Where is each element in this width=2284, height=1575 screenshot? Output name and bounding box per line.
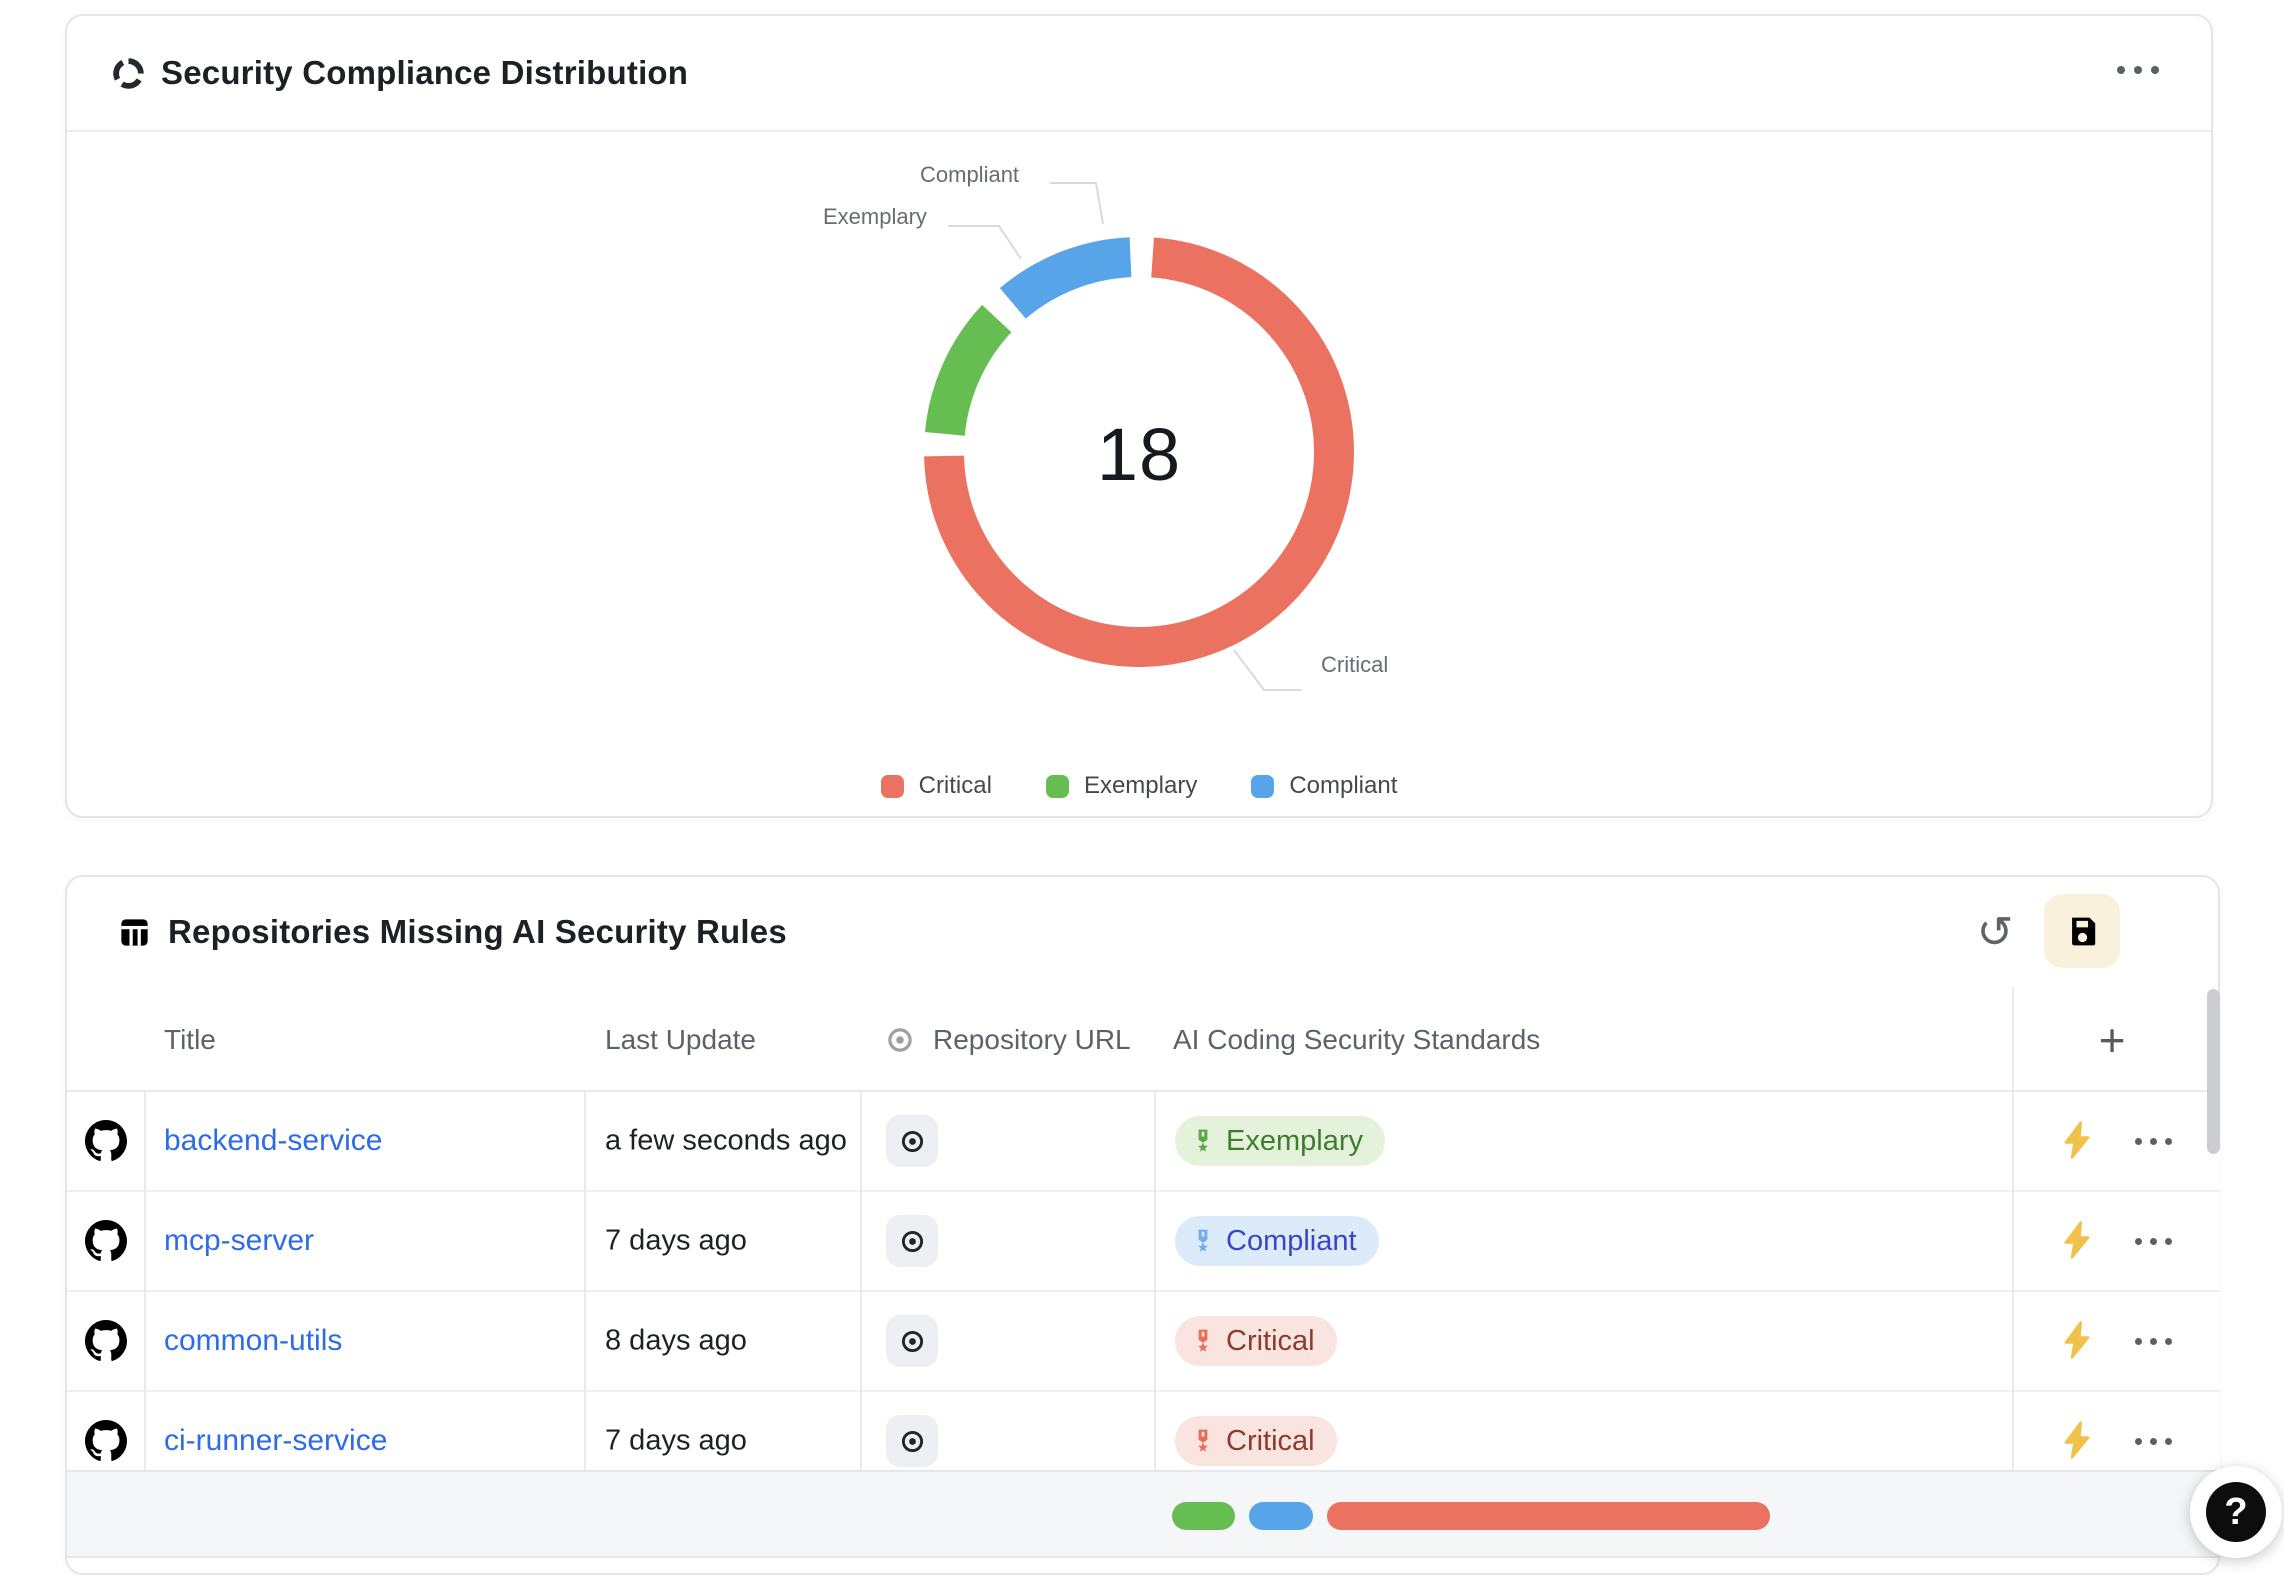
ellipsis-icon [2117,66,2125,74]
table-icon [117,915,152,950]
target-icon [899,1228,926,1255]
target-icon [899,1328,926,1355]
table-row: mcp-server 7 days ago Compliant [67,1192,2220,1292]
row-menu-button[interactable] [2123,1121,2183,1161]
automation-button[interactable] [2055,1119,2099,1163]
ellipsis-icon [2134,1437,2142,1445]
compliant-leader-line [1050,182,1104,225]
chart-legend: Critical Exemplary Compliant [67,772,2211,800]
table-header-row: Title Last Update Repository URL AI Codi… [67,987,2220,1092]
column-header-standards[interactable]: AI Coding Security Standards [1173,1023,1541,1055]
donut-segment-exemplary[interactable] [924,304,1012,437]
row-menu-button[interactable] [2123,1321,2183,1361]
standard-badge: Exemplary [1175,1116,1385,1166]
target-icon [899,1128,926,1155]
summary-bar-exemplary [1172,1502,1236,1530]
standard-badge-label: Compliant [1226,1224,1357,1257]
critical-leader-line [1233,649,1302,691]
compliance-card-title: Security Compliance Distribution [161,54,689,91]
target-icon [885,987,915,1092]
repo-title-link[interactable]: backend-service [164,1124,383,1157]
callout-exemplary: Exemplary [823,204,927,229]
exemplary-leader-line [948,225,1022,260]
github-icon [85,1220,127,1262]
callout-compliant: Compliant [920,162,1020,187]
repo-title-link[interactable]: ci-runner-service [164,1424,388,1457]
last-update-text: 7 days ago [605,1224,747,1257]
repo-title-link[interactable]: mcp-server [164,1224,315,1257]
donut-chart-icon [112,57,145,90]
repo-title-link[interactable]: common-utils [164,1324,343,1357]
repos-card-header: Repositories Missing AI Security Rules ↺ [67,877,2218,987]
standard-badge-label: Exemplary [1226,1124,1363,1157]
table-row: backend-service a few seconds ago Exempl… [67,1092,2220,1192]
automation-button[interactable] [2055,1419,2099,1463]
callout-critical: Critical [1321,652,1389,677]
table-body: backend-service a few seconds ago Exempl… [67,1092,2220,1492]
save-button[interactable] [2044,894,2120,968]
target-icon [899,1428,926,1455]
row-menu-button[interactable] [2123,1421,2183,1461]
github-icon [85,1120,127,1162]
donut-segment-critical[interactable] [924,237,1354,667]
card-menu-button[interactable] [2109,58,2167,82]
legend-swatch-exemplary [1045,774,1069,798]
column-header-last-update[interactable]: Last Update [605,1023,756,1055]
compliance-chart-card: Security Compliance Distribution Complia… [65,14,2213,818]
repository-url-button[interactable] [886,1115,938,1167]
column-header-title[interactable]: Title [164,1023,216,1055]
medal-icon [1190,1228,1216,1254]
repository-url-button[interactable] [886,1315,938,1367]
table-row: common-utils 8 days ago Critical [67,1292,2220,1392]
last-update-text: 8 days ago [605,1324,747,1357]
vertical-scrollbar[interactable] [2207,989,2220,1154]
standard-badge: Compliant [1175,1216,1379,1266]
repository-url-button[interactable] [886,1415,938,1467]
lightning-bolt-icon [2057,1220,2097,1260]
donut-segment-compliant[interactable] [999,237,1132,319]
standard-badge-label: Critical [1226,1324,1315,1357]
add-column-button[interactable]: + [2075,1009,2149,1071]
ellipsis-icon [2134,1337,2142,1345]
lightning-bolt-icon [2057,1420,2097,1460]
automation-button[interactable] [2055,1219,2099,1263]
summary-bar-critical [1326,1502,1770,1530]
github-icon [85,1320,127,1362]
medal-icon [1190,1128,1216,1154]
legend-swatch-critical [880,774,904,798]
legend-item-critical: Critical [880,772,992,800]
repositories-table-card: Repositories Missing AI Security Rules ↺… [65,875,2220,1575]
summary-row [67,1470,2220,1558]
donut-center-value: 18 [1096,413,1182,496]
last-update-text: a few seconds ago [605,1124,847,1157]
compliance-card-header: Security Compliance Distribution [67,16,2211,132]
floppy-disk-icon [2064,913,2101,950]
legend-item-exemplary: Exemplary [1045,772,1197,800]
donut-chart [924,182,1354,691]
github-icon [85,1420,127,1462]
help-button[interactable]: ? [2190,1466,2282,1558]
question-mark-icon: ? [2206,1482,2266,1542]
last-update-text: 7 days ago [605,1424,747,1457]
legend-swatch-compliant [1251,774,1275,798]
repos-card-title: Repositories Missing AI Security Rules [168,913,787,950]
standard-badge: Critical [1175,1416,1337,1466]
medal-icon [1190,1328,1216,1354]
ellipsis-icon [2134,1137,2142,1145]
row-menu-button[interactable] [2123,1221,2183,1261]
repository-url-button[interactable] [886,1215,938,1267]
summary-bar-compliant [1249,1502,1313,1530]
lightning-bolt-icon [2057,1120,2097,1160]
standard-badge: Critical [1175,1316,1337,1366]
ellipsis-icon [2134,1237,2142,1245]
undo-button[interactable]: ↺ [1965,903,2025,963]
lightning-bolt-icon [2057,1320,2097,1360]
legend-item-compliant: Compliant [1251,772,1397,800]
automation-button[interactable] [2055,1319,2099,1363]
medal-icon [1190,1428,1216,1454]
standard-badge-label: Critical [1226,1424,1315,1457]
column-header-repository-url[interactable]: Repository URL [933,1023,1131,1055]
